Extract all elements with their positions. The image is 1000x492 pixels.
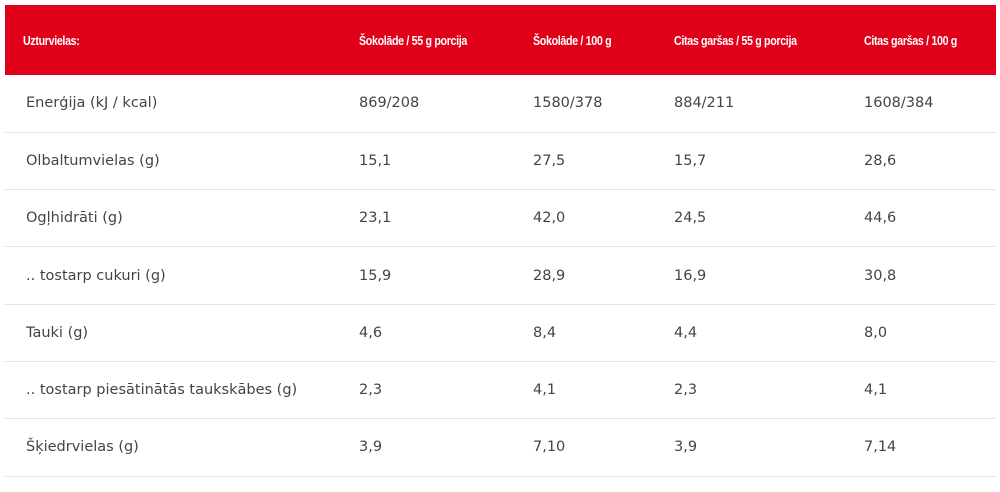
table-body: Enerģija (kJ / kcal) 869/208 1580/378 884/2… <box>5 75 996 477</box>
other-flavours-100g-cell: 8,0 <box>864 324 888 341</box>
table-row: Enerģija (kJ / kcal) 869/208 1580/378 884/2… <box>5 75 996 133</box>
other-flavours-55g-cell: 884/211 <box>674 95 735 112</box>
table-row: .. tostarp piesātinātās taukskābes (g) 2,… <box>5 361 996 419</box>
chocolate-100g-cell: 1580/378 <box>533 95 603 112</box>
other-flavours-55g-cell: 3,9 <box>674 439 698 456</box>
chocolate-55g-cell: 23,1 <box>359 210 392 227</box>
other-flavours-55g-cell: 15,7 <box>674 152 707 169</box>
chocolate-100g-cell: 4,1 <box>533 382 557 399</box>
table-row: .. tostarp cukuri (g) 15,9 28,9 16,9 30,8 <box>5 247 996 305</box>
header-other-flavours-100g: Citas garšas / 100 g <box>864 32 957 48</box>
chocolate-100g-cell: 8,4 <box>533 324 557 341</box>
nutrient-name-cell: Olbaltumvielas (g) <box>26 152 160 169</box>
header-chocolate-55g: Šokolāde / 55 g porcija <box>359 32 467 48</box>
other-flavours-100g-cell: 4,1 <box>864 382 888 399</box>
nutrient-name-cell: Ogļhidrāti (g) <box>26 210 123 227</box>
chocolate-55g-cell: 15,1 <box>359 152 392 169</box>
other-flavours-100g-cell: 1608/384 <box>864 95 934 112</box>
nutrient-name-cell: .. tostarp piesātinātās taukskābes (g) <box>26 382 298 399</box>
chocolate-55g-cell: 15,9 <box>359 267 392 284</box>
header-nutrients: Uzturvielas: <box>23 32 80 48</box>
other-flavours-55g-cell: 16,9 <box>674 267 707 284</box>
other-flavours-55g-cell: 2,3 <box>674 382 698 399</box>
other-flavours-100g-cell: 30,8 <box>864 267 897 284</box>
chocolate-55g-cell: 4,6 <box>359 324 383 341</box>
table-row: Ogļhidrāti (g) 23,1 42,0 24,5 44,6 <box>5 190 996 247</box>
nutrition-table: Uzturvielas: Šokolāde / 55 g porcija Šok… <box>5 5 996 477</box>
chocolate-100g-cell: 7,10 <box>533 439 566 456</box>
table-row: Šķiedrvielas (g) 3,9 7,10 3,9 7,14 <box>5 419 996 477</box>
table-row: Tauki (g) 4,6 8,4 4,4 8,0 <box>5 304 996 362</box>
nutrient-name-cell: Šķiedrvielas (g) <box>26 439 139 456</box>
chocolate-55g-cell: 2,3 <box>359 382 383 399</box>
chocolate-100g-cell: 27,5 <box>533 152 566 169</box>
header-other-flavours-55g: Citas garšas / 55 g porcija <box>674 32 797 48</box>
table-header: Uzturvielas: Šokolāde / 55 g porcija Šok… <box>5 5 996 75</box>
chocolate-100g-cell: 28,9 <box>533 267 566 284</box>
header-chocolate-100g: Šokolāde / 100 g <box>533 32 612 48</box>
other-flavours-55g-cell: 24,5 <box>674 210 707 227</box>
nutrient-name-cell: Enerģija (kJ / kcal) <box>26 95 158 112</box>
chocolate-55g-cell: 3,9 <box>359 439 383 456</box>
nutrient-name-cell: .. tostarp cukuri (g) <box>26 267 166 284</box>
chocolate-100g-cell: 42,0 <box>533 210 566 227</box>
nutrient-name-cell: Tauki (g) <box>26 324 89 341</box>
other-flavours-55g-cell: 4,4 <box>674 324 698 341</box>
table-row: Olbaltumvielas (g) 15,1 27,5 15,7 28,6 <box>5 132 996 190</box>
chocolate-55g-cell: 869/208 <box>359 95 420 112</box>
other-flavours-100g-cell: 7,14 <box>864 439 897 456</box>
other-flavours-100g-cell: 28,6 <box>864 152 897 169</box>
table-header-row: Uzturvielas: Šokolāde / 55 g porcija Šok… <box>5 5 996 75</box>
other-flavours-100g-cell: 44,6 <box>864 210 897 227</box>
